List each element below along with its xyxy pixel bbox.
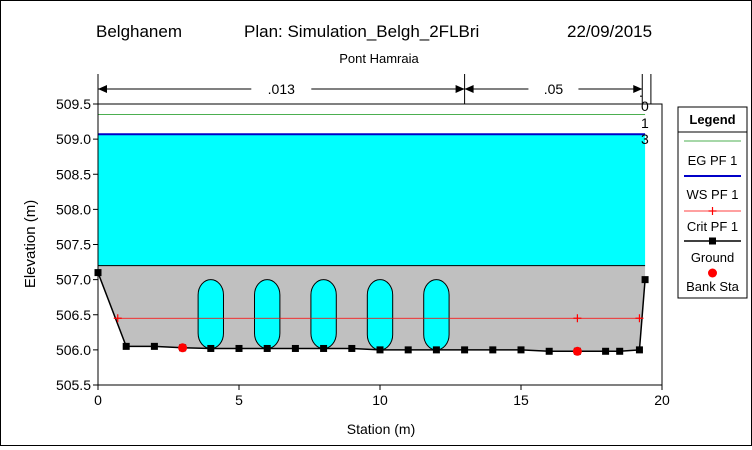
y-tick-label: 509.5: [56, 96, 91, 112]
manning-n-3-char: 1: [641, 115, 649, 131]
legend-crit-marker: [708, 207, 717, 215]
legend-bank-label: Bank Sta: [686, 279, 740, 294]
manning-n-1-arrowhead-right: [455, 85, 465, 93]
y-tick-label: 506.0: [56, 342, 91, 358]
bank-station-point: [178, 343, 188, 353]
x-tick-label: 0: [94, 392, 102, 408]
y-tick-label: 509.0: [56, 131, 91, 147]
ground-point: [320, 344, 328, 352]
run-date: 22/09/2015: [567, 22, 652, 41]
manning-n-3-char: 3: [641, 131, 649, 147]
x-tick-label: 15: [513, 392, 529, 408]
pier-5: [423, 279, 450, 351]
pier-1: [197, 279, 224, 349]
x-tick-label: 5: [235, 392, 243, 408]
ground-point: [545, 347, 553, 355]
y-tick-label: 508.0: [56, 201, 91, 217]
x-tick-label: 20: [654, 392, 670, 408]
plan-name: Plan: Simulation_Belgh_2FLBri: [244, 22, 479, 41]
ground-point: [616, 347, 624, 355]
ground-point: [517, 346, 525, 354]
ground-point: [122, 342, 130, 350]
x-axis-title: Station (m): [347, 421, 415, 437]
ground-point: [404, 346, 412, 354]
legend-eg-label: EG PF 1: [688, 153, 738, 168]
y-tick-label: 508.5: [56, 166, 91, 182]
legend-ground-label: Ground: [691, 250, 734, 265]
crit-point: [113, 314, 122, 323]
ground-point: [635, 346, 643, 354]
legend-box: [677, 106, 748, 299]
ground-point: [489, 346, 497, 354]
water-area: [98, 134, 646, 266]
ground-point: [641, 276, 649, 284]
ground-point: [348, 344, 356, 352]
legend-bank-marker: [708, 268, 717, 278]
y-tick-label: 505.5: [56, 377, 91, 393]
ground-point: [150, 342, 158, 350]
pier-2: [254, 279, 281, 349]
crit-point: [635, 314, 644, 323]
y-tick-label: 507.0: [56, 272, 91, 288]
manning-n-2-label: .05: [544, 81, 564, 97]
manning-n-1-label: .013: [268, 81, 295, 97]
ground-point: [461, 346, 469, 354]
manning-n-3-char: 0: [641, 98, 649, 114]
ground-point: [291, 344, 299, 352]
legend-title: Legend: [689, 112, 735, 127]
y-tick-label: 506.5: [56, 307, 91, 323]
project-name: Belghanem: [96, 22, 182, 41]
manning-n-1-arrowhead-left: [98, 85, 107, 93]
ground-point: [235, 344, 243, 352]
pier-3: [310, 279, 337, 349]
y-tick-label: 507.5: [56, 237, 91, 253]
ground-point: [207, 344, 215, 352]
bank-station-point: [572, 346, 582, 356]
legend-ws-label: WS PF 1: [686, 187, 738, 202]
pier-4: [366, 279, 394, 351]
y-axis-title: Elevation (m): [22, 200, 39, 288]
ground-point: [602, 347, 610, 355]
ground-point: [263, 344, 271, 352]
manning-n-2-arrowhead-right: [633, 85, 643, 93]
x-tick-label: 10: [372, 392, 388, 408]
ground-point: [432, 346, 440, 354]
manning-n-3-dot: .: [639, 84, 643, 100]
legend: Legend EG PF 1 WS PF 1 Crit PF 1 Ground Bank …: [677, 106, 748, 299]
ground-line: [98, 272, 646, 353]
ground-point: [376, 346, 384, 354]
crit-point: [573, 314, 582, 323]
chart-title: Pont Hamraia: [339, 51, 419, 66]
legend-crit-label: Crit PF 1: [687, 219, 738, 234]
legend-ground-marker: [709, 237, 716, 245]
manning-n-2-arrowhead-left: [464, 85, 474, 93]
